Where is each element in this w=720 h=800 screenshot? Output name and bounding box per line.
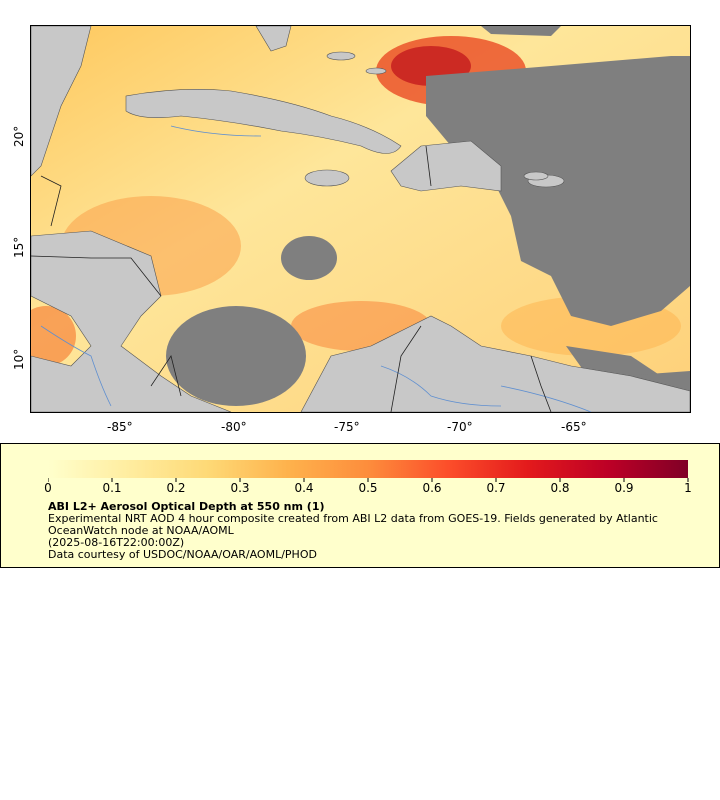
legend-date: (2025-08-16T22:00:00Z) [48, 536, 185, 549]
colorbar-tick-label: 0.6 [422, 481, 442, 495]
rivers [40, 125, 592, 412]
yucatan-landmass [31, 26, 92, 177]
colorbar-tick-label: 0.9 [614, 481, 634, 495]
xtick-70: -70° [447, 420, 473, 434]
colorbar-tick-label: 0 [44, 481, 52, 495]
central-america-landmass [31, 230, 232, 412]
legend-credit: Data courtesy of USDOC/NOAA/OAR/AOML/PHO… [48, 548, 317, 561]
xtick-85: -85° [107, 420, 133, 434]
colorbar-tick-label: 0.7 [486, 481, 506, 495]
legend-description-line2: OceanWatch node at NOAA/AOML [48, 524, 234, 537]
ytick-10: 10° [12, 348, 26, 370]
ytick-15: 15° [12, 236, 26, 258]
colorbar-tick-label: 0.2 [166, 481, 186, 495]
colorbar [48, 460, 689, 482]
xtick-75: -75° [334, 420, 360, 434]
south-america-landmass [300, 315, 690, 412]
colorbar-tick-label: 1 [684, 481, 692, 495]
colorbar-tick-label: 0.8 [550, 481, 570, 495]
ytick-20: 20° [12, 125, 26, 147]
florida-landmass [255, 26, 292, 52]
cuba-landmass [125, 89, 402, 154]
country-borders [31, 145, 552, 412]
colorbar-tick-label: 0.3 [230, 481, 250, 495]
aod-map [30, 25, 691, 413]
xtick-80: -80° [221, 420, 247, 434]
map-canvas [31, 26, 690, 412]
jamaica-landmass [304, 169, 350, 187]
colorbar-tick-label: 0.1 [102, 481, 122, 495]
colorbar-tick-label: 0.4 [294, 481, 314, 495]
xtick-65: -65° [561, 420, 587, 434]
land-areas [31, 26, 690, 412]
colorbar-tick-label: 0.5 [358, 481, 378, 495]
legend-description-line1: Experimental NRT AOD 4 hour composite cr… [48, 512, 658, 525]
legend-title: ABI L2+ Aerosol Optical Depth at 550 nm … [48, 500, 325, 513]
hispaniola-landmass [390, 140, 502, 192]
